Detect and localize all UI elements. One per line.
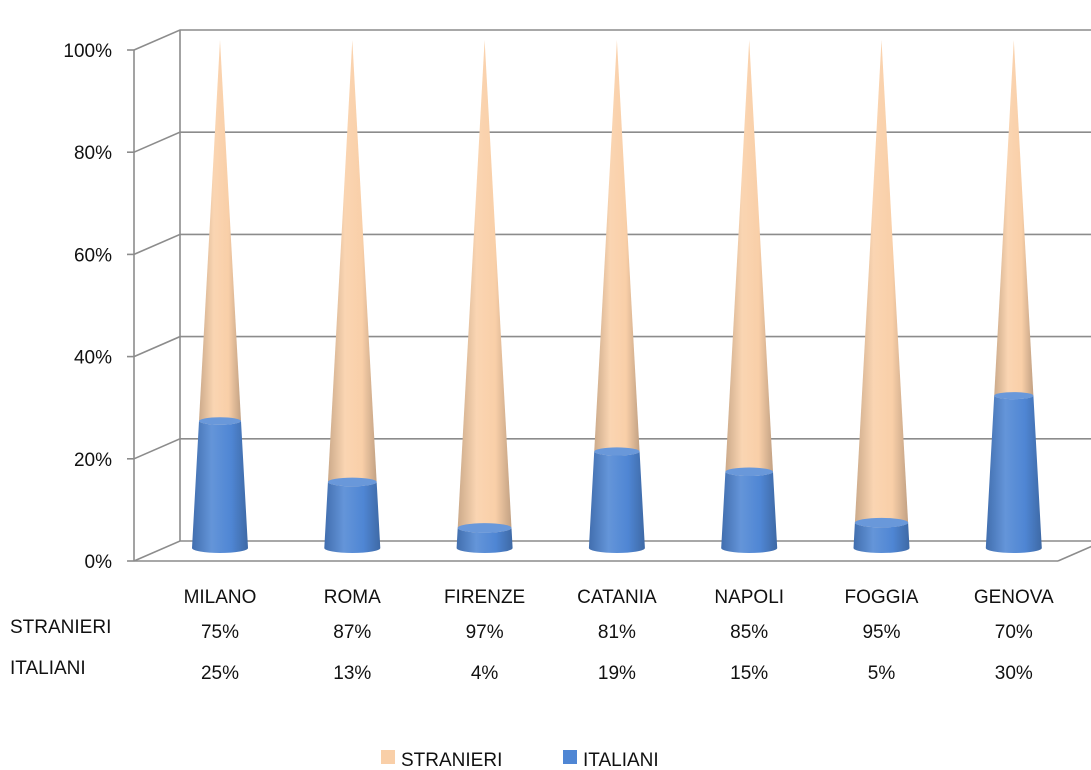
x-category-label: FOGGIA	[845, 587, 919, 608]
data-table-value-stranieri: 95%	[862, 622, 900, 643]
data-table-value-italiani: 15%	[730, 663, 768, 684]
cone-segment-rim	[854, 517, 909, 528]
x-category-label: GENOVA	[974, 587, 1054, 608]
cone-segment-stranieri	[854, 40, 909, 528]
y-tick-label: 40%	[74, 348, 112, 369]
x-category-label: CATANIA	[577, 587, 657, 608]
x-category-label: FIRENZE	[444, 587, 525, 608]
data-table-row-header: STRANIERI	[10, 617, 111, 638]
x-category-label: MILANO	[184, 587, 257, 608]
data-table-value-italiani: 30%	[995, 663, 1033, 684]
cone-segment-stranieri	[327, 40, 377, 487]
cone-segment-italiani	[324, 481, 381, 553]
cone-segment-stranieri	[457, 40, 512, 533]
cone-segment-italiani	[985, 395, 1042, 553]
cone-segment-italiani	[721, 471, 778, 553]
gridline	[133, 29, 1091, 51]
data-table-value-stranieri: 87%	[333, 622, 371, 643]
y-tick-label: 80%	[74, 143, 112, 164]
cone-segment-stranieri	[725, 40, 773, 477]
legend-swatch-stranieri	[381, 750, 395, 764]
cone-segment-rim	[199, 417, 241, 425]
cone-segment-italiani	[853, 522, 910, 553]
data-table-value-stranieri: 75%	[201, 622, 239, 643]
cone-segment-italiani	[192, 421, 248, 553]
x-category-label: NAPOLI	[714, 587, 784, 608]
legend-label-italiani: ITALIANI	[583, 750, 659, 770]
cone-segment-stranieri	[994, 40, 1034, 400]
data-table-value-italiani: 25%	[201, 663, 239, 684]
cone-segment-rim	[725, 467, 773, 477]
cone-segment-rim	[457, 523, 512, 533]
x-category-label: ROMA	[324, 587, 381, 608]
legend-swatch-italiani	[563, 750, 577, 764]
cone-segment-italiani	[588, 451, 645, 553]
data-table-value-stranieri: 85%	[730, 622, 768, 643]
y-tick-label: 100%	[63, 41, 112, 62]
data-table-value-italiani: 13%	[333, 663, 371, 684]
cone-segment-rim	[594, 447, 640, 456]
data-table-value-stranieri: 81%	[598, 622, 636, 643]
data-table-value-stranieri: 97%	[466, 622, 504, 643]
cone-segment-rim	[327, 477, 377, 487]
cone-segment-italiani	[456, 527, 513, 553]
axis-line	[1057, 545, 1091, 562]
cone-segment-rim	[994, 392, 1034, 400]
data-table-value-stranieri: 70%	[995, 622, 1033, 643]
legend-label-stranieri: STRANIERI	[401, 750, 502, 770]
cone-segment-stranieri	[199, 40, 241, 425]
cone-segment-stranieri	[594, 40, 640, 456]
y-tick-label: 0%	[85, 552, 113, 573]
data-table-row-header: ITALIANI	[10, 658, 86, 679]
y-tick-label: 20%	[74, 450, 112, 471]
data-table-value-italiani: 5%	[868, 663, 896, 684]
data-table-value-italiani: 4%	[471, 663, 499, 684]
y-tick-label: 60%	[74, 245, 112, 266]
data-table-value-italiani: 19%	[598, 663, 636, 684]
